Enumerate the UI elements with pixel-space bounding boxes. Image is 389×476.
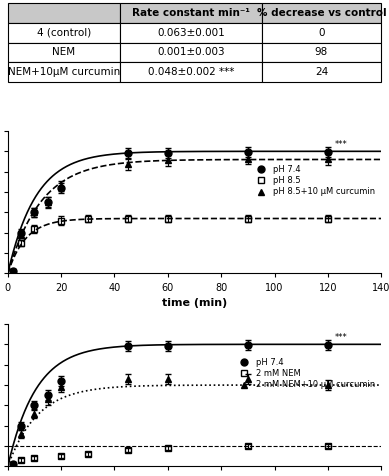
pH 8.5+10 μM curcumin (19, 232, 23, 238)
2 mM NEM (245, 443, 250, 449)
pH 8.5 (19, 240, 23, 246)
pH 8.5+10 μM curcumin (46, 199, 50, 205)
2 mM NEM (32, 456, 37, 461)
2 mM NEM+10 μM curcumin (326, 382, 330, 388)
pH 8.5+10 μM curcumin (126, 161, 130, 167)
Line: 2 mM NEM: 2 mM NEM (18, 443, 331, 464)
pH 8.5 (165, 216, 170, 221)
pH 7.4 (326, 149, 330, 155)
2 mM NEM+10 μM curcumin (11, 462, 16, 467)
pH 7.4 (59, 185, 63, 191)
pH 7.4 (32, 209, 37, 215)
Line: pH 8.5+10 μM curcumin: pH 8.5+10 μM curcumin (10, 155, 331, 275)
Line: pH 7.4: pH 7.4 (10, 149, 331, 275)
Legend: pH 7.4, 2 mM NEM, 2 mM NEM+10 μM curcumin: pH 7.4, 2 mM NEM, 2 mM NEM+10 μM curcumi… (233, 357, 377, 391)
2 mM NEM+10 μM curcumin (46, 397, 50, 402)
pH 8.5+10 μM curcumin (59, 183, 63, 189)
pH 8.5 (126, 216, 130, 221)
Line: pH 8.5: pH 8.5 (18, 215, 331, 247)
pH 8.5 (32, 226, 37, 231)
2 mM NEM (86, 451, 90, 457)
2 mM NEM (326, 443, 330, 449)
X-axis label: time (min): time (min) (162, 298, 227, 308)
2 mM NEM (59, 454, 63, 459)
2 mM NEM+10 μM curcumin (126, 376, 130, 382)
pH 8.5+10 μM curcumin (11, 268, 16, 274)
pH 8.5 (59, 218, 63, 223)
pH 7.4 (326, 342, 330, 348)
Line: pH 7.4: pH 7.4 (10, 342, 331, 468)
2 mM NEM+10 μM curcumin (32, 411, 37, 416)
2 mM NEM+10 μM curcumin (59, 384, 63, 390)
Text: ***: *** (335, 140, 348, 149)
Text: ***: *** (335, 333, 348, 342)
pH 7.4 (126, 344, 130, 349)
pH 8.5 (326, 216, 330, 221)
pH 7.4 (32, 403, 37, 408)
Line: 2 mM NEM+10 μM curcumin: 2 mM NEM+10 μM curcumin (10, 376, 331, 468)
pH 7.4 (165, 344, 170, 349)
2 mM NEM+10 μM curcumin (165, 376, 170, 382)
Legend: pH 7.4, pH 8.5, pH 8.5+10 μM curcumin: pH 7.4, pH 8.5, pH 8.5+10 μM curcumin (250, 164, 377, 198)
pH 8.5 (86, 216, 90, 221)
pH 7.4 (46, 199, 50, 205)
pH 7.4 (19, 423, 23, 428)
pH 7.4 (11, 268, 16, 274)
pH 7.4 (245, 149, 250, 155)
pH 7.4 (165, 150, 170, 156)
2 mM NEM (126, 447, 130, 453)
pH 8.5 (245, 216, 250, 221)
2 mM NEM+10 μM curcumin (19, 431, 23, 437)
pH 8.5+10 μM curcumin (32, 209, 37, 215)
pH 7.4 (245, 342, 250, 348)
2 mM NEM+10 μM curcumin (245, 376, 250, 382)
pH 7.4 (19, 230, 23, 236)
pH 7.4 (126, 150, 130, 156)
pH 8.5+10 μM curcumin (245, 156, 250, 161)
pH 7.4 (59, 378, 63, 384)
pH 7.4 (11, 462, 16, 467)
pH 8.5+10 μM curcumin (326, 157, 330, 162)
pH 8.5+10 μM curcumin (165, 158, 170, 163)
2 mM NEM (165, 446, 170, 451)
pH 7.4 (46, 392, 50, 398)
2 mM NEM (19, 457, 23, 463)
